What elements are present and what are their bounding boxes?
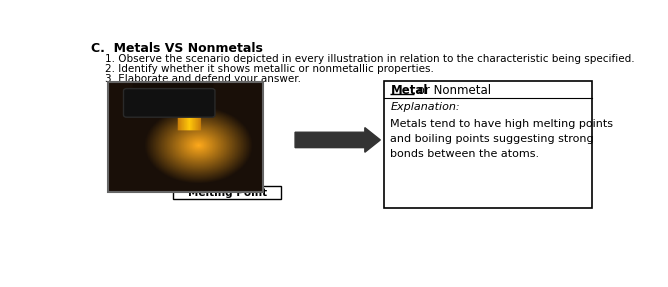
FancyBboxPatch shape (174, 186, 281, 199)
FancyArrow shape (295, 128, 380, 152)
Text: 1. Observe the scenario depicted in every illustration in relation to the charac: 1. Observe the scenario depicted in ever… (105, 55, 635, 65)
FancyBboxPatch shape (124, 89, 215, 117)
Bar (108, 82, 263, 192)
Text: Melting Point: Melting Point (188, 188, 267, 198)
Text: or Nonmetal: or Nonmetal (413, 84, 491, 97)
Text: Explanation:: Explanation: (390, 102, 460, 112)
Text: Metals tend to have high melting points
and boiling points suggesting strong
bon: Metals tend to have high melting points … (390, 119, 613, 159)
Text: Metal: Metal (390, 84, 428, 97)
Text: 2. Identify whether it shows metallic or nonmetallic properties.: 2. Identify whether it shows metallic or… (105, 65, 434, 74)
Text: C.  Metals VS Nonmetals: C. Metals VS Nonmetals (92, 42, 263, 55)
Text: Example:: Example: (116, 95, 165, 105)
FancyBboxPatch shape (384, 81, 592, 208)
Text: 3. Elaborate and defend your answer.: 3. Elaborate and defend your answer. (105, 75, 301, 84)
